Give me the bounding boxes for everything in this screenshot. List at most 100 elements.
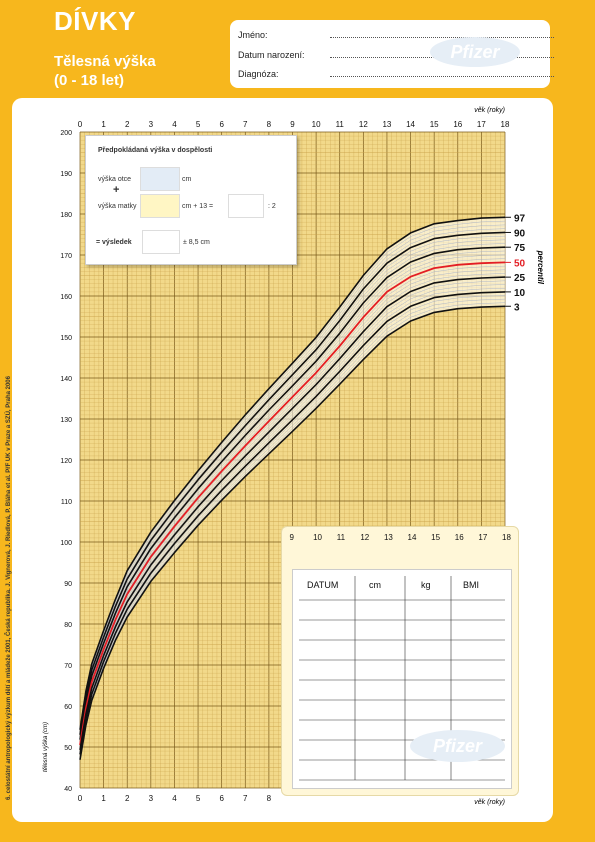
mother-label: výška matky: [98, 203, 137, 210]
name-row[interactable]: Jméno:: [238, 30, 554, 40]
name-field[interactable]: [330, 37, 554, 38]
percentile-curve-50: [79, 261, 506, 746]
page-subtitle: Tělesná výška: [54, 53, 156, 70]
percentile-axis-label: percentil: [536, 250, 545, 285]
y-tick: 140: [60, 376, 72, 383]
x-axis-label-top: věk (roky): [474, 107, 505, 114]
y-tick: 40: [64, 786, 72, 793]
y-tick: 160: [60, 294, 72, 301]
y-tick: 130: [60, 417, 72, 424]
y-tick: 100: [60, 540, 72, 547]
y-tick: 60: [64, 704, 72, 711]
col-head-cm: cm: [369, 580, 381, 590]
percentile-band: [80, 217, 505, 760]
result-range: ± 8,5 cm: [183, 239, 210, 246]
adult-height-calculator: Předpokládaná výška v dospělosti výška o…: [85, 135, 297, 265]
panel-tick: 18: [502, 533, 511, 542]
minor-percentile-line: [79, 284, 506, 753]
x-tick-top: 14: [406, 120, 415, 129]
y-tick: 50: [64, 745, 72, 752]
col-head-bmi: BMI: [463, 580, 480, 590]
minor-percentile-line: [79, 269, 506, 748]
percentile-label-10: 10: [514, 288, 526, 299]
percentile-curve-25: [79, 276, 506, 751]
page-title: DÍVKY: [54, 6, 136, 36]
name-label: Jméno:: [238, 30, 268, 40]
x-tick-top: 16: [453, 120, 462, 129]
y-tick: 120: [60, 458, 72, 465]
diagnosis-label: Diagnóza:: [238, 69, 279, 79]
x-tick-bottom: 8: [267, 794, 272, 803]
x-tick-top: 17: [477, 120, 486, 129]
age-range: (0 - 18 let): [54, 72, 125, 89]
x-tick-top: 13: [382, 120, 391, 129]
y-tick: 200: [60, 130, 72, 137]
minor-percentile-line: [79, 239, 506, 738]
x-tick-top: 11: [336, 120, 345, 129]
panel-tick: 10: [313, 533, 323, 542]
percentile-labels: 97 90 75 50 25 10 3: [505, 213, 526, 313]
percentile-curves: [79, 216, 506, 760]
x-tick-top: 15: [430, 120, 439, 129]
y-tick: 80: [64, 622, 72, 629]
x-tick-bottom: 6: [219, 794, 224, 803]
percentile-label-97: 97: [514, 213, 526, 224]
percentile-curve-3: [79, 305, 506, 760]
x-axis-label-bottom: věk (roky): [474, 799, 505, 806]
minor-percentile-line: [79, 224, 506, 733]
x-tick-bottom: 3: [149, 794, 154, 803]
plus-sign: +: [113, 184, 120, 196]
x-tick-top: 10: [312, 120, 321, 129]
x-tick-top: 5: [196, 120, 201, 129]
diagnosis-field[interactable]: [330, 76, 554, 77]
source-note: 6. celostátní antropologický výzkum dětí…: [6, 376, 12, 800]
percentile-curve-75: [79, 246, 506, 740]
x-tick-bottom: 5: [196, 794, 201, 803]
mother-height-field[interactable]: [140, 194, 180, 218]
panel-tick: 15: [431, 533, 441, 542]
x-tick-bottom: 0: [78, 794, 83, 803]
x-tick-top: 0: [78, 120, 83, 129]
percentile-label-3: 3: [514, 302, 520, 313]
x-tick-bottom: 7: [243, 794, 248, 803]
percentile-label-75: 75: [514, 243, 526, 254]
x-tick-top: 8: [267, 120, 272, 129]
x-tick-top: 2: [125, 120, 130, 129]
pfizer-logo: Pfizer: [430, 37, 520, 67]
y-tick: 150: [60, 335, 72, 342]
father-unit: cm: [182, 176, 192, 183]
x-tick-top: 9: [290, 120, 295, 129]
result-field[interactable]: [142, 230, 180, 254]
y-tick: 110: [61, 499, 72, 506]
minor-percentile-line: [79, 298, 506, 758]
percentile-curve-10: [79, 291, 506, 755]
panel-tick: 14: [407, 533, 417, 542]
panel-tick: 13: [383, 533, 393, 542]
x-tick-bottom: 2: [125, 794, 130, 803]
y-tick: 170: [60, 253, 72, 260]
tick-labels: 0 1 2 3 4 5 6 7 8 9 10 11 12 13 14 15 16 17 180 1 2 3 4 5 6 7 8405…: [60, 120, 510, 803]
percentile-label-50: 50: [514, 258, 526, 269]
col-head-date: DATUM: [307, 580, 339, 590]
birth-label: Datum narození:: [238, 50, 305, 60]
x-tick-top: 3: [149, 120, 154, 129]
minor-percentile-line: [79, 254, 506, 743]
percentile-curve-97: [79, 216, 506, 730]
panel-tick: 17: [478, 533, 488, 542]
result-label: = výsledek: [96, 239, 132, 246]
father-label: výška otce: [98, 176, 132, 183]
father-height-field[interactable]: [140, 167, 180, 191]
y-tick: 180: [60, 212, 72, 219]
panel-tick: 16: [454, 533, 464, 542]
percentile-curve-90: [79, 231, 506, 735]
x-tick-top: 18: [501, 120, 510, 129]
mother-formula: cm + 13 =: [182, 203, 214, 210]
diagnosis-row[interactable]: Diagnóza:: [238, 69, 554, 79]
panel-tick: 9: [289, 533, 294, 542]
calculator-title: Předpokládaná výška v dospělosti: [98, 147, 213, 154]
y-tick: 70: [64, 663, 72, 670]
y-axis-label: tělesná výška (cm): [43, 722, 49, 772]
divide-sign: : 2: [268, 203, 276, 210]
sum-field[interactable]: [228, 194, 264, 218]
y-tick: 190: [60, 171, 72, 178]
